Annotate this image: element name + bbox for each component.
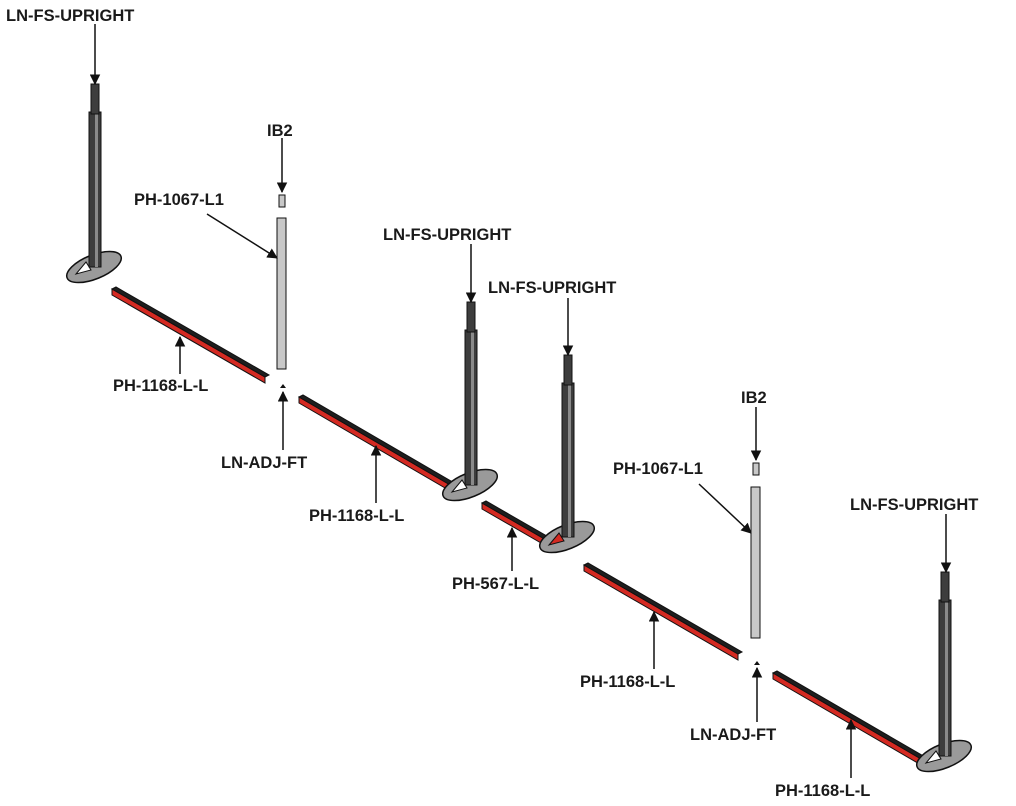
label-ph1168-1: PH-1168-L-L bbox=[113, 377, 208, 395]
upright-post-1 bbox=[65, 83, 123, 284]
label-upright-1: LN-FS-UPRIGHT bbox=[6, 7, 134, 25]
leader-lines bbox=[89, 24, 952, 778]
leader-ph1067-1 bbox=[206, 213, 278, 259]
label-ph1067-1: PH-1067-L1 bbox=[134, 191, 224, 209]
label-ib2-2: IB2 bbox=[741, 389, 767, 407]
label-adjft-1: LN-ADJ-FT bbox=[221, 454, 307, 472]
label-ph1168-4: PH-1168-L-L bbox=[775, 782, 870, 800]
rail-ph1168-2 bbox=[297, 394, 458, 493]
panel-upright-2 bbox=[750, 462, 761, 665]
rail-ph1168-3 bbox=[582, 562, 744, 661]
label-ib2-1: IB2 bbox=[267, 122, 293, 140]
label-upright-4: LN-FS-UPRIGHT bbox=[850, 496, 978, 514]
leader-ph1067-2 bbox=[698, 483, 752, 534]
label-ph1067-2: PH-1067-L1 bbox=[613, 460, 703, 478]
rail-ph1168-1 bbox=[110, 286, 271, 384]
label-ph1168-2: PH-1168-L-L bbox=[309, 507, 404, 525]
panel-upright-1 bbox=[276, 194, 287, 388]
rail-ph1168-4 bbox=[771, 670, 934, 770]
label-adjft-2: LN-ADJ-FT bbox=[690, 726, 776, 744]
upright-post-2 bbox=[441, 301, 499, 502]
label-ph567: PH-567-L-L bbox=[452, 575, 539, 593]
label-upright-3: LN-FS-UPRIGHT bbox=[488, 279, 616, 297]
label-ph1168-3: PH-1168-L-L bbox=[580, 673, 675, 691]
label-upright-2: LN-FS-UPRIGHT bbox=[383, 226, 511, 244]
upright-post-3 bbox=[538, 354, 596, 554]
upright-post-4 bbox=[915, 571, 973, 773]
